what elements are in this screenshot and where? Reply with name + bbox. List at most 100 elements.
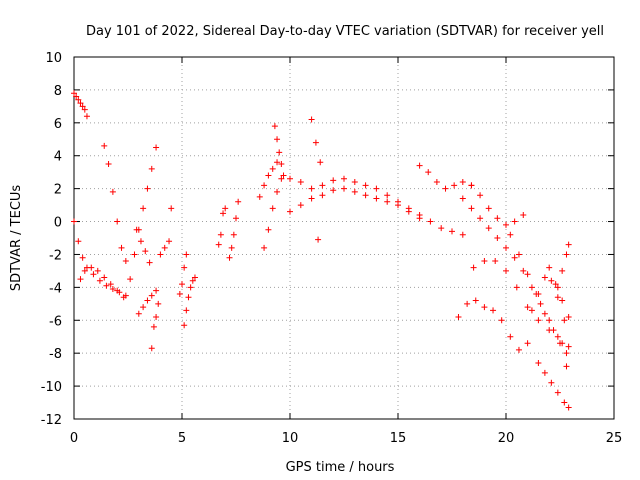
data-point [297, 179, 304, 186]
data-point [101, 142, 108, 149]
data-point [528, 307, 535, 314]
y-tick-label: -2 [49, 248, 62, 263]
data-point [405, 208, 412, 215]
series-arc-6 [135, 287, 160, 317]
series-arc-8 [148, 300, 162, 352]
data-point [541, 274, 548, 281]
data-point [96, 277, 103, 284]
series-arc-27 [528, 274, 572, 350]
series-arc-11 [176, 251, 190, 297]
data-point [416, 162, 423, 169]
data-point [427, 218, 434, 225]
data-point [384, 192, 391, 199]
data-point [161, 244, 168, 251]
series-arc-29 [554, 241, 572, 291]
data-point [274, 136, 281, 143]
data-point [550, 327, 557, 334]
data-point [449, 228, 455, 235]
data-point [520, 267, 527, 274]
data-point [120, 294, 127, 301]
data-point [373, 185, 380, 192]
data-point [485, 205, 492, 212]
data-point [515, 346, 522, 353]
data-point [217, 231, 224, 238]
x-tick-label: 15 [390, 431, 407, 446]
series-arc-13 [226, 198, 242, 261]
series-arc-16 [271, 123, 287, 179]
y-tick-label: -6 [49, 314, 62, 329]
y-axis-label: SDTVAR / TECUs [9, 185, 24, 292]
data-point [135, 310, 142, 317]
data-point [140, 205, 147, 212]
data-point [233, 215, 239, 222]
data-point [554, 389, 561, 396]
data-point [503, 244, 509, 251]
data-point [319, 192, 326, 199]
data-point [541, 369, 548, 376]
data-point [341, 185, 347, 192]
data-point [438, 225, 445, 232]
data-point [312, 139, 319, 146]
data-point [176, 290, 183, 297]
data-point [464, 300, 471, 307]
data-point [222, 205, 229, 212]
data-point [362, 192, 369, 199]
data-point [548, 277, 555, 284]
data-point [470, 264, 477, 271]
x-axis-label: GPS time / hours [286, 460, 395, 475]
data-point [107, 281, 114, 288]
data-points [71, 90, 572, 411]
y-tick-label: 10 [45, 51, 62, 66]
data-point [472, 297, 479, 304]
data-point [459, 195, 466, 202]
data-point [561, 399, 568, 406]
data-point [140, 304, 147, 311]
data-point [168, 205, 175, 212]
data-point [261, 244, 268, 251]
series-arc-20 [315, 236, 322, 243]
y-tick-label: 0 [54, 216, 62, 231]
data-point [90, 271, 97, 278]
data-point [137, 238, 144, 245]
y-tick-labels: -12 -10 -8 -6 -4 -2 0 2 4 6 8 10 [41, 51, 62, 428]
x-tick-label: 20 [498, 431, 515, 446]
data-point [308, 195, 315, 202]
data-point [528, 284, 535, 291]
data-point [511, 218, 518, 225]
chart-title: Day 101 of 2022, Sidereal Day-to-day VTE… [86, 24, 604, 39]
y-tick-label: 6 [54, 117, 62, 132]
data-point [507, 231, 514, 238]
data-point [468, 182, 475, 189]
data-point [373, 195, 380, 202]
series-arc-4 [101, 142, 129, 265]
data-point [185, 294, 192, 301]
data-point [477, 215, 484, 222]
data-point [341, 175, 347, 182]
data-point [541, 310, 548, 317]
data-point [351, 179, 358, 186]
data-point [122, 258, 129, 265]
series-arc-24 [459, 195, 570, 357]
data-point [559, 340, 566, 347]
data-point [455, 313, 462, 320]
data-point [494, 235, 501, 241]
data-point [498, 317, 505, 324]
series-arc-18 [287, 185, 423, 222]
plot-frame [73, 56, 615, 420]
data-point [319, 182, 326, 189]
data-point [101, 274, 108, 281]
data-point [142, 248, 149, 255]
data-point [181, 322, 188, 329]
data-point [552, 281, 559, 288]
series-arc-2 [71, 218, 129, 299]
data-point [150, 323, 157, 330]
data-point [269, 165, 276, 172]
data-point [520, 211, 527, 218]
x-tick-label: 25 [606, 431, 623, 446]
data-point [433, 179, 440, 186]
axis-ticks [73, 56, 615, 420]
data-point [276, 149, 283, 156]
series-arc-19 [308, 116, 324, 166]
data-point [548, 379, 555, 386]
data-point [561, 317, 568, 324]
